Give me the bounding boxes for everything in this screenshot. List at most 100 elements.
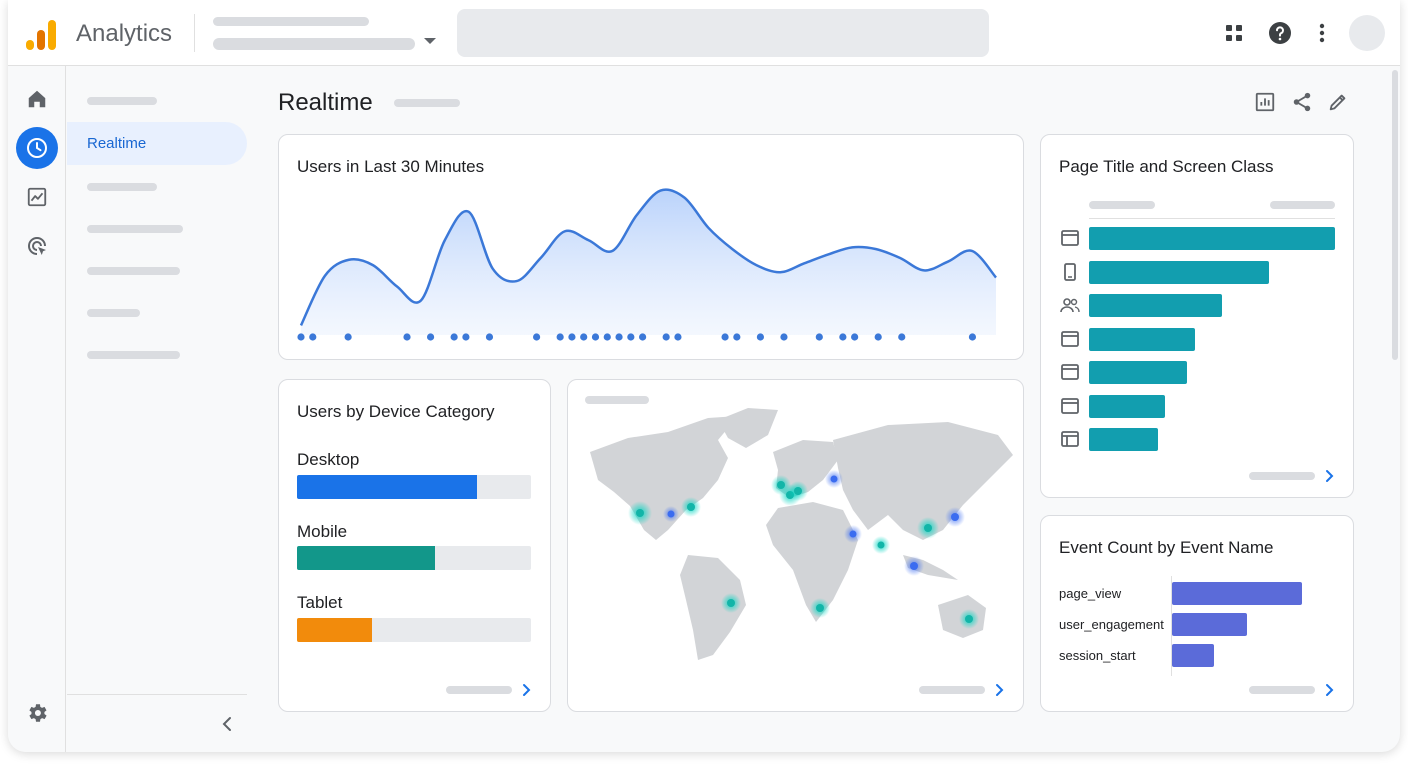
realtime-clock-icon[interactable] <box>16 127 58 169</box>
page-subtitle-placeholder <box>394 99 460 107</box>
browser-window-icon <box>1059 395 1081 417</box>
gear-icon[interactable] <box>16 692 58 734</box>
minute-dot <box>309 333 317 341</box>
chevron-left-icon[interactable] <box>215 712 239 736</box>
analytics-window: Analytics <box>8 0 1400 752</box>
event-label: page_view <box>1059 586 1122 601</box>
event-label: user_engagement <box>1059 617 1164 632</box>
minute-dot <box>426 333 435 341</box>
apps-grid-icon[interactable] <box>1218 17 1250 49</box>
home-icon[interactable] <box>16 78 58 120</box>
minute-dot <box>485 333 494 341</box>
minute-dot <box>627 333 635 341</box>
africa-shape <box>766 502 858 622</box>
nav-item-label: Realtime <box>87 135 147 152</box>
event-axis-line <box>1171 576 1172 676</box>
browser-window-icon <box>1059 361 1081 383</box>
event-bar <box>1172 613 1248 636</box>
minute-dot <box>898 333 906 341</box>
minute-dot <box>733 333 741 341</box>
chevron-right-icon <box>1326 470 1334 482</box>
nav-item-placeholder[interactable] <box>87 225 183 233</box>
nav-item-placeholder[interactable] <box>87 309 140 317</box>
target-cursor-icon[interactable] <box>16 225 58 267</box>
view-pages-link[interactable] <box>1249 469 1335 483</box>
minute-dot <box>968 333 977 341</box>
nav-item-placeholder[interactable] <box>87 183 157 191</box>
nav-item-realtime[interactable]: Realtime <box>67 122 247 165</box>
asia-shape <box>833 422 1013 540</box>
search-bar[interactable] <box>457 9 989 57</box>
page-title-bar[interactable] <box>1089 428 1158 451</box>
help-icon[interactable] <box>1264 17 1296 49</box>
page-title-bar[interactable] <box>1089 361 1188 384</box>
page-title-bar[interactable] <box>1089 394 1166 418</box>
people-icon <box>1059 294 1081 316</box>
device-bar-desktop <box>297 475 531 499</box>
card-title: Page Title and Screen Class <box>1059 157 1274 176</box>
minute-dot <box>532 333 541 341</box>
account-name-placeholder[interactable] <box>213 38 415 50</box>
nav-footer-divider <box>67 694 247 695</box>
greenland-shape <box>718 408 778 448</box>
minute-dot <box>615 333 623 341</box>
event-bar <box>1172 644 1214 667</box>
minute-dot <box>403 333 411 341</box>
event-label: session_start <box>1059 648 1136 663</box>
minute-dot <box>815 333 823 341</box>
page-title-screen-class-card: Page Title and Screen Class <box>1040 134 1354 498</box>
device-bar-mobile <box>297 546 531 570</box>
nav-item-placeholder[interactable] <box>87 351 180 359</box>
south-america-shape <box>680 555 746 660</box>
minute-dot <box>839 333 847 341</box>
device-bar-tablet <box>297 618 531 642</box>
smartphone-icon <box>1059 261 1081 283</box>
event-bar <box>1172 582 1302 605</box>
chevron-right-icon <box>1326 684 1334 696</box>
nav-item-placeholder[interactable] <box>87 97 157 105</box>
page-title-bar[interactable] <box>1089 227 1335 250</box>
more-vert-icon[interactable] <box>1306 17 1338 49</box>
column-header-placeholder <box>1270 201 1335 209</box>
page-scrollbar[interactable] <box>1392 70 1398 360</box>
users-area-chart <box>297 188 997 341</box>
minute-dot <box>674 333 682 341</box>
card-title: Event Count by Event Name <box>1059 538 1274 557</box>
chevron-right-icon <box>523 684 531 696</box>
map-title-placeholder <box>585 396 649 404</box>
user-location-markers <box>628 470 979 629</box>
minute-dot <box>851 333 859 341</box>
trend-chart-icon[interactable] <box>16 176 58 218</box>
nav-rail <box>8 66 66 752</box>
minute-dot <box>556 333 564 341</box>
pencil-icon[interactable] <box>1325 89 1351 115</box>
minute-dot <box>591 333 600 341</box>
page-title-bar[interactable] <box>1089 260 1269 284</box>
minute-dot <box>639 333 647 341</box>
view-events-link[interactable] <box>1249 683 1335 697</box>
avatar[interactable] <box>1349 15 1385 51</box>
page-title: Realtime <box>278 89 373 116</box>
bar-chart-icon[interactable] <box>1252 89 1278 115</box>
minute-dot <box>450 333 458 341</box>
page-title-bar[interactable] <box>1089 294 1222 317</box>
card-title: Users in Last 30 Minutes <box>297 157 485 176</box>
view-device-link[interactable] <box>446 683 532 697</box>
share-icon[interactable] <box>1289 89 1315 115</box>
minute-dot <box>297 333 305 341</box>
view-map-link[interactable] <box>919 683 1005 697</box>
device-label-desktop: Desktop <box>297 450 360 469</box>
header-divider <box>1089 218 1335 219</box>
event-count-card: Event Count by Event Name page_view user… <box>1040 515 1354 712</box>
account-dropdown-icon[interactable] <box>424 38 436 44</box>
nav-panel: Realtime <box>67 66 249 752</box>
minute-dot <box>462 333 470 341</box>
top-app-bar: Analytics <box>8 0 1400 66</box>
device-label-tablet: Tablet <box>297 593 343 612</box>
users-last-30-min-card: Users in Last 30 Minutes <box>278 134 1024 360</box>
header-divider <box>194 14 195 52</box>
users-area-fill <box>301 189 996 335</box>
page-title-bar[interactable] <box>1089 327 1195 351</box>
nav-item-placeholder[interactable] <box>87 267 180 275</box>
property-name-placeholder[interactable] <box>213 17 369 26</box>
